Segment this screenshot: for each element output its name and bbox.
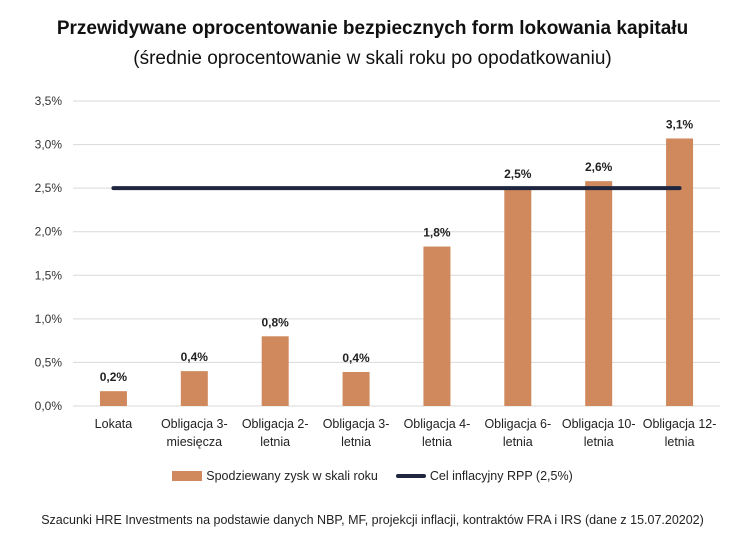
data-label: 0,8% (262, 315, 290, 329)
chart-title: Przewidywane oprocentowanie bezpiecznych… (56, 18, 689, 39)
x-tick-label: letnia (260, 435, 290, 449)
data-label: 0,4% (181, 350, 209, 364)
x-tick-label: letnia (503, 435, 533, 449)
bar (666, 138, 694, 406)
legend-label-bars: Spodziewany zysk w skali roku (206, 469, 378, 483)
x-tick-label: Obligacja 6- (484, 417, 551, 431)
x-tick-label: letnia (584, 435, 614, 449)
data-label: 3,1% (666, 117, 694, 131)
x-tick-label: letnia (665, 435, 695, 449)
y-tick-label: 2,5% (35, 181, 63, 195)
x-tick-label: Obligacja 3- (161, 417, 228, 431)
legend: Spodziewany zysk w skali roku Cel inflac… (0, 469, 745, 483)
legend-swatch-bar (172, 471, 203, 481)
legend-label-line: Cel inflacyjny RPP (2,5%) (429, 469, 573, 483)
x-tick-label: letnia (341, 435, 371, 449)
x-tick-label: letnia (422, 435, 452, 449)
legend-swatch-line (395, 474, 426, 478)
y-tick-label: 3,0% (35, 138, 63, 152)
x-tick-label: Obligacja 2- (242, 417, 309, 431)
bar (342, 372, 370, 406)
data-label: 0,2% (100, 370, 128, 384)
y-tick-label: 0,5% (35, 355, 63, 369)
bar (423, 246, 451, 406)
data-label: 0,4% (342, 351, 370, 365)
bar (180, 371, 208, 406)
y-tick-label: 0,0% (35, 399, 63, 413)
y-tick-label: 2,0% (35, 225, 63, 239)
data-label: 2,6% (585, 160, 613, 174)
data-label: 2,5% (504, 167, 532, 181)
x-tick-label: Obligacja 4- (404, 417, 471, 431)
footnote: Szacunki HRE Investments na podstawie da… (41, 513, 704, 527)
bar (261, 336, 289, 406)
x-tick-label: Lokata (95, 417, 133, 431)
x-tick-label: Obligacja 10- (562, 417, 636, 431)
bar (504, 188, 532, 406)
legend-item-line: Cel inflacyjny RPP (2,5%) (395, 469, 573, 483)
bar (99, 391, 127, 406)
chart-subtitle: (średnie oprocentowanie w skali roku po … (133, 48, 612, 69)
y-tick-label: 1,0% (35, 312, 63, 326)
bar (585, 181, 613, 406)
x-tick-label: Obligacja 3- (323, 417, 390, 431)
x-tick-label: Obligacja 12- (643, 417, 717, 431)
x-tick-label: miesięcza (167, 435, 223, 449)
data-label: 1,8% (423, 226, 451, 240)
y-tick-label: 1,5% (35, 268, 63, 282)
legend-item-bars: Spodziewany zysk w skali roku (172, 469, 378, 483)
y-tick-label: 3,5% (35, 94, 63, 108)
